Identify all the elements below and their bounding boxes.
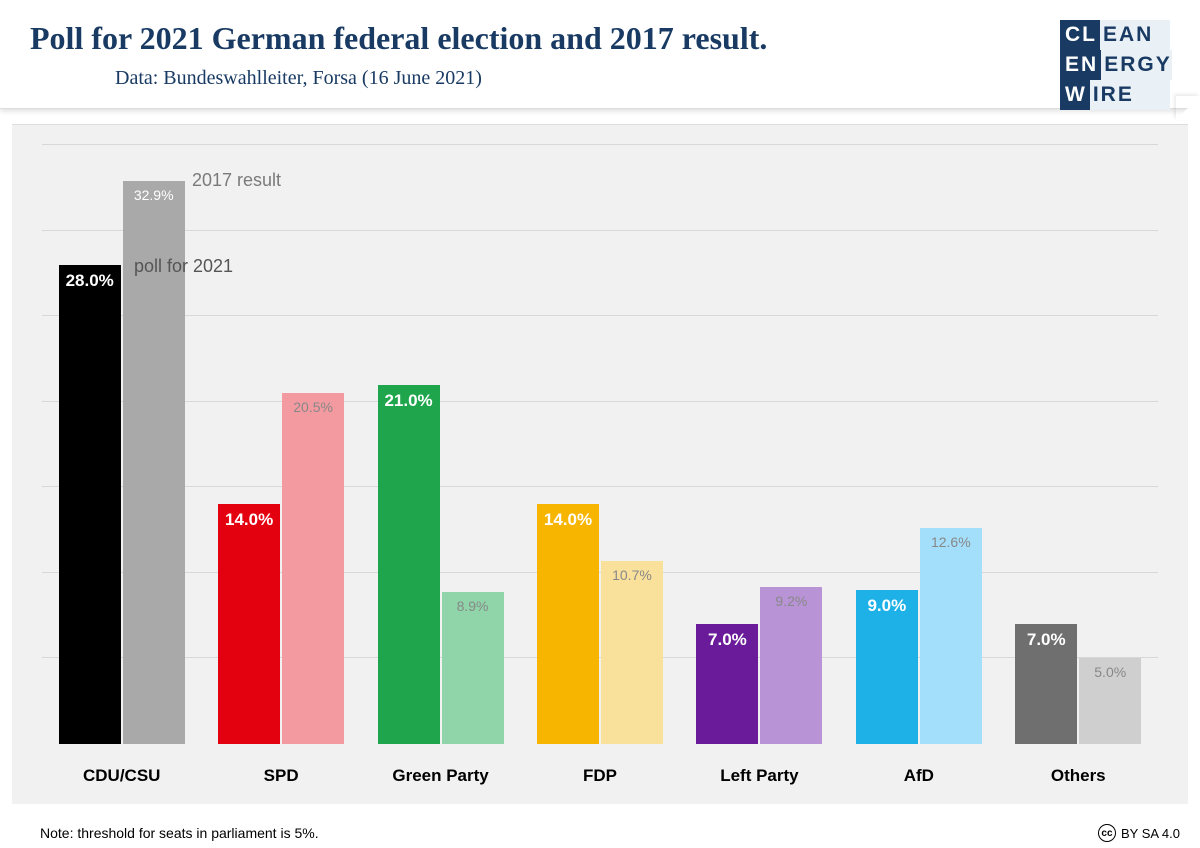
bar-result-2017: 20.5% [282, 393, 344, 744]
bar-value-label: 14.0% [537, 510, 599, 530]
bar-result-2017: 5.0% [1079, 658, 1141, 744]
x-axis-label: Others [999, 766, 1158, 786]
bar-value-label: 5.0% [1079, 664, 1141, 680]
logo-r2-suffix: ERGY [1101, 50, 1172, 80]
bar-poll-2021: 28.0% [59, 265, 121, 744]
x-axis-label: SPD [201, 766, 360, 786]
bar-value-label: 20.5% [282, 399, 344, 415]
legend-2017-result: 2017 result [192, 170, 281, 191]
bar-group: 28.0% 32.9% [42, 145, 201, 744]
bar-poll-2021: 7.0% [696, 624, 758, 744]
bar-group: 7.0%5.0% [999, 145, 1158, 744]
corner-fold-decoration [1176, 96, 1200, 120]
bars-container: 28.0% 32.9% 14.0% 20.5% 21.0% 8.9% 14.0% 10.7% 7… [42, 145, 1158, 744]
bar-value-label: 10.7% [601, 567, 663, 583]
bar-value-label: 9.2% [760, 593, 822, 609]
chart-subtitle: Data: Bundeswahlleiter, Forsa (16 June 2… [115, 67, 1170, 90]
x-axis-label: FDP [520, 766, 679, 786]
bar-group: 14.0% 10.7% [520, 145, 679, 744]
chart-title: Poll for 2021 German federal election an… [30, 20, 1170, 57]
plot-area: 28.0% 32.9% 14.0% 20.5% 21.0% 8.9% 14.0% 10.7% 7… [42, 145, 1158, 744]
brand-logo: CLEAN ENERGY WIRE [1060, 20, 1170, 110]
bar-value-label: 28.0% [59, 271, 121, 291]
header: Poll for 2021 German federal election an… [0, 0, 1200, 109]
bar-group: 14.0% 20.5% [201, 145, 360, 744]
bar-result-2017: 12.6% [920, 528, 982, 744]
bar-value-label: 21.0% [378, 391, 440, 411]
bar-value-label: 9.0% [856, 596, 918, 616]
x-axis-label: AfD [839, 766, 998, 786]
bar-poll-2021: 9.0% [856, 590, 918, 744]
bar-poll-2021: 7.0% [1015, 624, 1077, 744]
bar-poll-2021: 21.0% [378, 385, 440, 744]
x-axis-label: CDU/CSU [42, 766, 201, 786]
chart-area: 28.0% 32.9% 14.0% 20.5% 21.0% 8.9% 14.0% 10.7% 7… [12, 124, 1188, 804]
logo-r3-prefix: W [1060, 80, 1090, 110]
bar-result-2017: 10.7% [601, 561, 663, 744]
bar-value-label: 14.0% [218, 510, 280, 530]
bar-result-2017: 9.2% [760, 587, 822, 744]
bar-value-label: 12.6% [920, 534, 982, 550]
bar-value-label: 7.0% [696, 630, 758, 650]
cc-icon: cc [1098, 824, 1116, 842]
bar-group: 21.0% 8.9% [361, 145, 520, 744]
bar-group: 7.0% 9.2% [680, 145, 839, 744]
bar-result-2017: 8.9% [442, 592, 504, 744]
x-axis-label: Green Party [361, 766, 520, 786]
logo-r2-prefix: EN [1060, 50, 1101, 80]
logo-r3-suffix: IRE [1090, 80, 1170, 110]
bar-poll-2021: 14.0% [537, 504, 599, 744]
footnote: Note: threshold for seats in parliament … [40, 825, 319, 841]
logo-r1-prefix: CL [1060, 20, 1100, 50]
bar-value-label: 8.9% [442, 598, 504, 614]
license-badge: cc BY SA 4.0 [1098, 824, 1180, 842]
bar-group: 9.0% 12.6% [839, 145, 998, 744]
bar-value-label: 7.0% [1015, 630, 1077, 650]
legend-poll-2021: poll for 2021 [134, 256, 233, 277]
license-text: BY SA 4.0 [1121, 826, 1180, 841]
logo-r1-suffix: EAN [1100, 20, 1170, 50]
bar-poll-2021: 14.0% [218, 504, 280, 744]
footer: Note: threshold for seats in parliament … [40, 824, 1180, 842]
bar-value-label: 32.9% [123, 187, 185, 203]
x-axis-label: Left Party [680, 766, 839, 786]
x-axis-labels: CDU/CSUSPDGreen PartyFDPLeft PartyAfDOth… [42, 766, 1158, 786]
